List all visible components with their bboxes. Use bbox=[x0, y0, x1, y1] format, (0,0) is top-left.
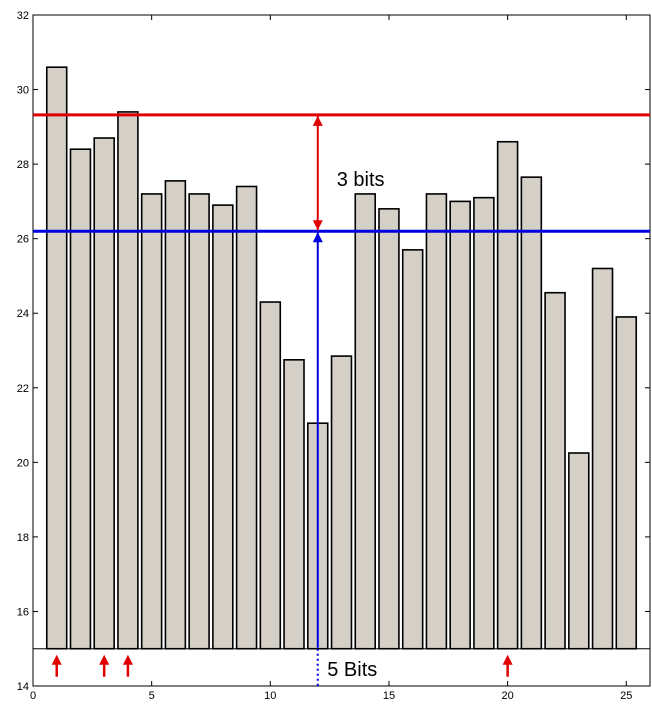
bar-17 bbox=[425, 193, 448, 650]
bar-18 bbox=[449, 200, 471, 650]
bar-13 bbox=[330, 355, 353, 650]
bar-3 bbox=[93, 137, 115, 650]
bar-1 bbox=[45, 66, 68, 650]
marker-arrow-head-1 bbox=[51, 654, 62, 665]
x-tick-label-10: 10 bbox=[264, 690, 276, 702]
x-tick-label-15: 15 bbox=[383, 690, 395, 702]
range-arrow-head-up-0 bbox=[312, 115, 323, 126]
bar-19 bbox=[473, 196, 495, 650]
y-tick-label-30: 30 bbox=[17, 85, 29, 97]
marker-arrow-head-3 bbox=[99, 654, 110, 665]
bar-15 bbox=[378, 208, 400, 650]
y-tick-label-26: 26 bbox=[17, 234, 29, 246]
bar-11 bbox=[283, 359, 305, 650]
y-tick-label-24: 24 bbox=[17, 308, 29, 320]
annotation-5-bits: 5 Bits bbox=[327, 659, 377, 681]
bar-10 bbox=[259, 301, 282, 650]
bar-5 bbox=[140, 193, 163, 650]
range-arrow-head-up-1 bbox=[312, 232, 323, 243]
marker-arrow-head-4 bbox=[122, 654, 133, 665]
annotation-3-bits: 3 bits bbox=[337, 169, 385, 191]
bar-16 bbox=[401, 249, 424, 650]
bar-4 bbox=[117, 111, 139, 650]
marker-arrows-group bbox=[51, 654, 513, 677]
bar-9 bbox=[235, 185, 258, 650]
bar-23 bbox=[568, 452, 590, 650]
x-tick-label-0: 0 bbox=[30, 690, 36, 702]
range-arrow-head-down-0 bbox=[312, 220, 323, 231]
bar-8 bbox=[212, 204, 234, 650]
bar-2 bbox=[69, 148, 92, 650]
y-tick-label-18: 18 bbox=[17, 532, 29, 544]
y-tick-label-14: 14 bbox=[17, 681, 29, 693]
y-tick-label-20: 20 bbox=[17, 457, 29, 469]
bar-20 bbox=[496, 140, 519, 650]
x-tick-label-5: 5 bbox=[149, 690, 155, 702]
y-tick-label-16: 16 bbox=[17, 606, 29, 618]
y-tick-label-28: 28 bbox=[17, 159, 29, 171]
bars-group bbox=[33, 66, 650, 650]
bar-21 bbox=[520, 176, 543, 650]
bar-6 bbox=[164, 180, 187, 650]
bar-22 bbox=[544, 291, 566, 650]
bar-24 bbox=[591, 267, 614, 650]
x-tick-label-20: 20 bbox=[501, 690, 513, 702]
x-tick-label-25: 25 bbox=[620, 690, 632, 702]
y-tick-label-22: 22 bbox=[17, 383, 29, 395]
marker-arrow-head-20 bbox=[502, 654, 513, 665]
ticks-group: 0 5 10 15 20 25 14 16 18 20 22 24 26 28 30 32 bbox=[17, 10, 650, 702]
y-tick-label-32: 32 bbox=[17, 10, 29, 22]
bar-25 bbox=[615, 316, 638, 650]
bar-14 bbox=[354, 193, 376, 650]
bar-7 bbox=[188, 193, 210, 650]
reference-lines-group bbox=[33, 113, 650, 686]
